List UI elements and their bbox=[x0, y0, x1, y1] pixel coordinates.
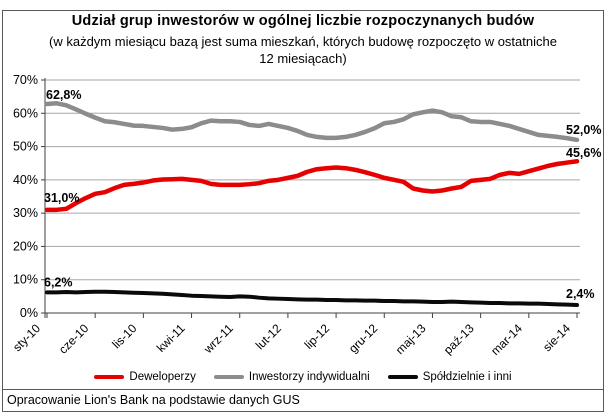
y-axis-labels: 0% 10% 20% 30% 40% 50% 60% 70% bbox=[13, 73, 38, 320]
data-point-labels: 62,8% 31,0% 6,2% 52,0% 45,6% 2,4% bbox=[44, 88, 601, 301]
legend-line-sample-gray bbox=[213, 374, 244, 380]
legend-item-spoldzielnie-i-inni: Spółdzielnie i inni bbox=[387, 371, 512, 383]
y-tick-label: 60% bbox=[13, 106, 38, 120]
chart-legend: Deweloperzy Inwestorzy indywidualni Spół… bbox=[0, 371, 606, 383]
x-tick-label: paź-13 bbox=[441, 321, 477, 357]
point-label: 45,6% bbox=[566, 146, 601, 160]
x-tick-label: lis-10 bbox=[109, 321, 139, 351]
legend-item-deweloperzy: Deweloperzy bbox=[94, 371, 196, 383]
point-label: 31,0% bbox=[44, 191, 79, 205]
x-tick-label: lut-12 bbox=[253, 321, 284, 352]
line-spółdzielnie-i-inni bbox=[45, 289, 579, 308]
point-label: 2,4% bbox=[566, 287, 595, 301]
x-tick-label: sie-14 bbox=[540, 321, 573, 354]
line-deweloperzy bbox=[44, 158, 580, 213]
legend-label: Inwestorzy indywidualni bbox=[248, 371, 370, 383]
chart-title: Udział grup inwestorów w ogólnej liczbie… bbox=[71, 13, 535, 29]
point-label: 62,8% bbox=[46, 88, 81, 102]
line-inwestorzy-indywidualni bbox=[44, 101, 580, 143]
y-tick-label: 70% bbox=[13, 73, 38, 87]
x-tick-label: cze-10 bbox=[56, 321, 92, 357]
chart-frame bbox=[2, 10, 604, 412]
y-tick-label: 0% bbox=[20, 306, 38, 320]
source-note: Opracowanie Lion's Bank na podstawie dan… bbox=[7, 393, 300, 407]
chart-subtitle-line2: 12 miesiącach) bbox=[259, 51, 347, 66]
x-axis-labels: sty-10 cze-10 lis-10 kwi-11 wrz-11 lut-12 lip-… bbox=[10, 321, 573, 358]
y-tick-label: 30% bbox=[13, 206, 38, 220]
legend-line-sample-black bbox=[387, 374, 418, 380]
chart-subtitle-line1: (w każdym miesiącu bazą jest suma mieszk… bbox=[49, 34, 557, 49]
x-tick-label: mar-14 bbox=[488, 321, 525, 358]
chart-subtitle: (w każdym miesiącu bazą jest suma mieszk… bbox=[0, 33, 606, 67]
y-gridlines bbox=[45, 79, 580, 281]
legend-line-sample-red bbox=[94, 374, 125, 380]
y-tick-label: 20% bbox=[13, 239, 38, 253]
x-tick-label: gru-12 bbox=[346, 321, 381, 356]
point-label: 52,0% bbox=[566, 123, 601, 137]
axes bbox=[41, 78, 580, 318]
x-tick-label: maj-13 bbox=[393, 321, 429, 357]
legend-label: Deweloperzy bbox=[129, 371, 196, 383]
series-lines bbox=[44, 101, 580, 308]
legend-item-inwestorzy-indywidualni: Inwestorzy indywidualni bbox=[213, 371, 370, 383]
x-tick-label: lip-12 bbox=[302, 321, 333, 352]
x-tick-label: wrz-11 bbox=[200, 321, 236, 357]
x-tick-label: kwi-11 bbox=[154, 321, 188, 355]
y-tick-label: 10% bbox=[13, 273, 38, 287]
footer-divider bbox=[2, 389, 604, 390]
y-tick-label: 50% bbox=[13, 140, 38, 154]
legend-label: Spółdzielnie i inni bbox=[422, 371, 512, 383]
y-tick-label: 40% bbox=[13, 173, 38, 187]
x-tick-label: sty-10 bbox=[10, 321, 43, 354]
point-label: 6,2% bbox=[44, 275, 73, 289]
